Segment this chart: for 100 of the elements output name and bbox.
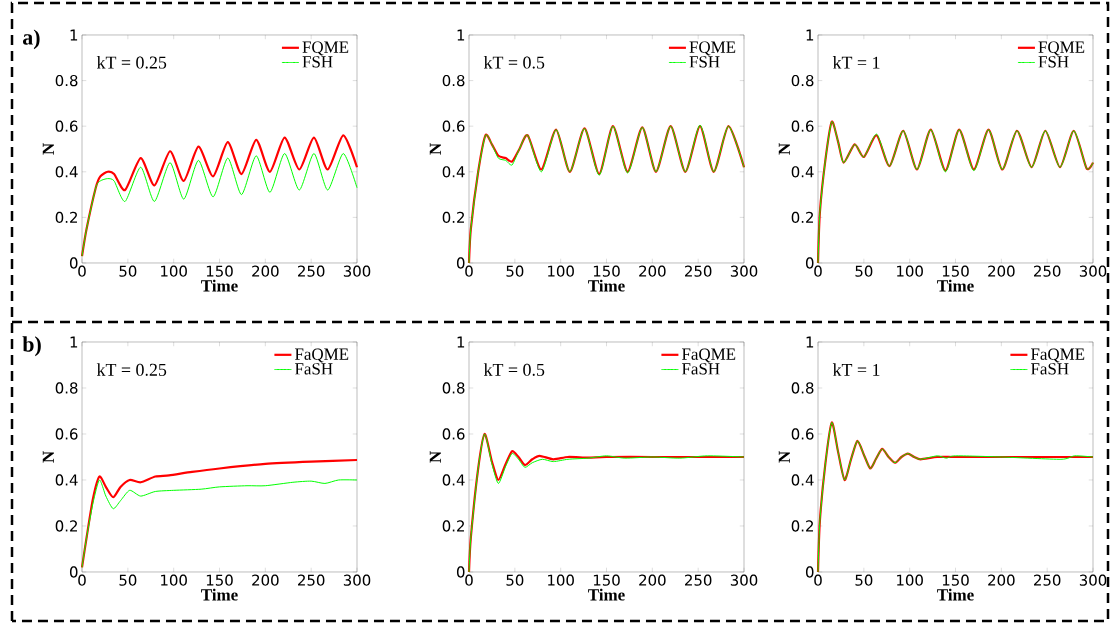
legend-label: FQME: [302, 41, 349, 56]
x-tick-label: 50: [506, 265, 524, 277]
line-series: [80, 134, 359, 258]
y-tick-label: 0.2: [791, 211, 813, 224]
x-tick-label: 0: [465, 574, 473, 586]
x-tick-label: 150: [593, 574, 620, 586]
x-tick-label: 150: [942, 265, 969, 277]
x-tick-label: 300: [730, 574, 758, 586]
y-tick-label: 0.6: [55, 428, 78, 440]
y-tick-label: 0.8: [55, 74, 78, 87]
legend-label: FaQME: [681, 348, 736, 363]
y-tick-label: 0.4: [442, 474, 465, 486]
x-tick-label: 50: [119, 265, 137, 277]
y-tick-label: 0.8: [55, 382, 78, 394]
y-tick-label: 0.8: [442, 382, 465, 394]
x-tick-label: 200: [252, 574, 279, 586]
x-tick-label: 100: [161, 265, 187, 277]
x-axis-title: Time: [937, 588, 974, 601]
y-tick-label: 0: [805, 566, 814, 578]
x-tick-label: 200: [252, 265, 279, 277]
legend-label: FQME: [689, 41, 736, 56]
legend-label: FSH: [1038, 56, 1069, 68]
line-series: [81, 153, 358, 257]
y-tick-label: 0.2: [791, 520, 813, 532]
x-tick-label: 150: [942, 574, 969, 586]
x-tick-label: 200: [639, 574, 666, 586]
legend-label: FaSH: [681, 363, 720, 375]
y-tick-label: 0.6: [791, 428, 814, 440]
x-tick-label: 150: [593, 265, 620, 277]
x-tick-label: 100: [897, 574, 923, 586]
y-tick-label: 0.6: [442, 120, 465, 132]
x-tick-label: 100: [161, 574, 187, 586]
x-tick-label: 250: [1034, 574, 1061, 586]
y-tick-label: 1: [806, 336, 814, 348]
legend-label: FaQME: [1030, 348, 1085, 363]
x-tick-label: 50: [506, 574, 524, 586]
x-tick-label: 50: [855, 265, 873, 277]
line-series: [81, 479, 358, 568]
y-tick-label: 0.2: [442, 211, 464, 224]
x-tick-label: 200: [988, 265, 1015, 277]
y-tick-label: 0.4: [55, 474, 78, 486]
y-tick-label: 1: [457, 29, 465, 41]
legend-label: FSH: [689, 56, 720, 68]
y-tick-label: 0.6: [791, 120, 814, 132]
y-tick-label: 1: [806, 29, 814, 41]
x-tick-label: 0: [465, 265, 473, 277]
x-axis-title: Time: [937, 279, 974, 292]
y-tick-label: 0: [69, 566, 78, 578]
x-tick-label: 250: [298, 265, 325, 277]
annotation: kT = 1: [832, 363, 880, 376]
y-axis-title: N: [778, 451, 790, 463]
y-tick-label: 0.4: [791, 474, 814, 486]
legend-label: FaSH: [294, 363, 333, 375]
y-tick-label: 0.8: [791, 74, 814, 87]
y-tick-label: 0.8: [791, 382, 814, 394]
annotation: kT = 1: [832, 56, 880, 69]
x-tick-label: 200: [988, 574, 1015, 586]
x-tick-label: 100: [548, 265, 574, 277]
x-tick-label: 0: [814, 574, 822, 586]
y-axis-title: N: [429, 451, 441, 463]
y-tick-label: 0: [805, 257, 814, 269]
line-series: [80, 458, 359, 569]
y-tick-label: 0.2: [55, 211, 77, 224]
x-axis-title: Time: [588, 279, 625, 292]
x-tick-label: 50: [855, 574, 873, 586]
chart-title: a): [22, 29, 40, 50]
y-tick-label: 0.6: [55, 120, 78, 132]
x-tick-label: 150: [206, 265, 233, 277]
x-tick-label: 250: [1034, 265, 1061, 277]
y-tick-label: 0: [456, 566, 465, 578]
x-tick-label: 200: [639, 265, 666, 277]
x-tick-label: 100: [548, 574, 574, 586]
x-tick-label: 300: [343, 265, 371, 277]
annotation: kT = 0.25: [96, 55, 167, 69]
y-tick-label: 0: [69, 257, 78, 269]
x-tick-label: 300: [343, 574, 371, 586]
x-tick-label: 0: [78, 574, 86, 586]
x-tick-label: 250: [685, 265, 712, 277]
x-tick-label: 250: [685, 574, 712, 586]
y-axis-title: N: [42, 143, 54, 155]
y-tick-label: 1: [70, 336, 78, 348]
chart-title: b): [22, 336, 41, 357]
annotation: kT = 0.5: [483, 55, 545, 69]
y-tick-label: 1: [70, 29, 78, 41]
legend-label: FaQME: [294, 348, 349, 363]
y-tick-label: 0.2: [442, 520, 464, 532]
y-tick-label: 0.4: [791, 166, 814, 178]
x-tick-label: 100: [897, 265, 923, 277]
legend-label: FQME: [1038, 41, 1085, 56]
x-tick-label: 0: [814, 265, 822, 277]
x-tick-label: 300: [1079, 574, 1107, 586]
y-tick-label: 0: [456, 257, 465, 269]
y-axis-title: N: [778, 143, 790, 155]
x-tick-label: 300: [1079, 265, 1107, 277]
y-tick-label: 1: [457, 336, 465, 348]
x-axis-title: Time: [201, 279, 238, 292]
legend-label: FSH: [302, 56, 333, 68]
y-axis-title: N: [429, 143, 441, 155]
x-tick-label: 250: [298, 574, 325, 586]
y-tick-label: 0.8: [442, 74, 465, 87]
